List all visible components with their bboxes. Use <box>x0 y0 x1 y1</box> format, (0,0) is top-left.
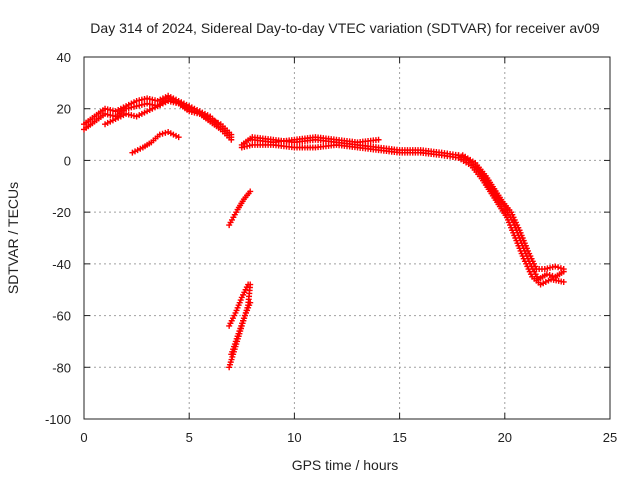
x-axis-label: GPS time / hours <box>292 457 399 473</box>
data-point <box>245 281 252 288</box>
y-tick-label: -100 <box>45 412 71 427</box>
data-point <box>228 136 235 143</box>
x-axis: 0 5 10 15 20 25 <box>80 57 617 445</box>
x-tick-label: 20 <box>498 430 512 445</box>
series-sdtvar <box>81 92 567 371</box>
x-tick-label: 5 <box>186 430 193 445</box>
data-point <box>552 263 559 270</box>
y-tick-label: 20 <box>57 102 71 117</box>
data-point <box>375 136 382 143</box>
data-point <box>543 271 550 278</box>
y-tick-label: 40 <box>57 50 71 65</box>
data-point <box>175 134 182 141</box>
data-points <box>81 92 567 371</box>
y-axis-label: SDTVAR / TECUs <box>5 182 21 294</box>
x-tick-label: 25 <box>603 430 617 445</box>
data-point <box>560 266 567 273</box>
plot-frame <box>83 56 611 420</box>
data-point <box>247 299 254 306</box>
data-point <box>156 131 163 138</box>
y-tick-label: -40 <box>52 257 71 272</box>
data-point <box>247 188 254 195</box>
chart-title: Day 314 of 2024, Sidereal Day-to-day VTE… <box>90 20 600 36</box>
y-tick-label: 0 <box>64 153 71 168</box>
y-tick-label: -80 <box>52 360 71 375</box>
y-tick-label: -60 <box>52 309 71 324</box>
data-point <box>162 129 169 136</box>
data-point <box>159 130 166 137</box>
grid-lines <box>84 57 610 419</box>
x-tick-label: 10 <box>287 430 301 445</box>
data-point <box>560 278 567 285</box>
y-axis: -100 -80 -60 -40 -20 0 20 40 <box>45 50 610 427</box>
data-point <box>557 265 564 272</box>
y-tick-label: -20 <box>52 205 71 220</box>
x-tick-label: 0 <box>80 430 87 445</box>
data-point <box>546 272 553 279</box>
x-tick-label: 15 <box>392 430 406 445</box>
data-point <box>555 264 562 271</box>
